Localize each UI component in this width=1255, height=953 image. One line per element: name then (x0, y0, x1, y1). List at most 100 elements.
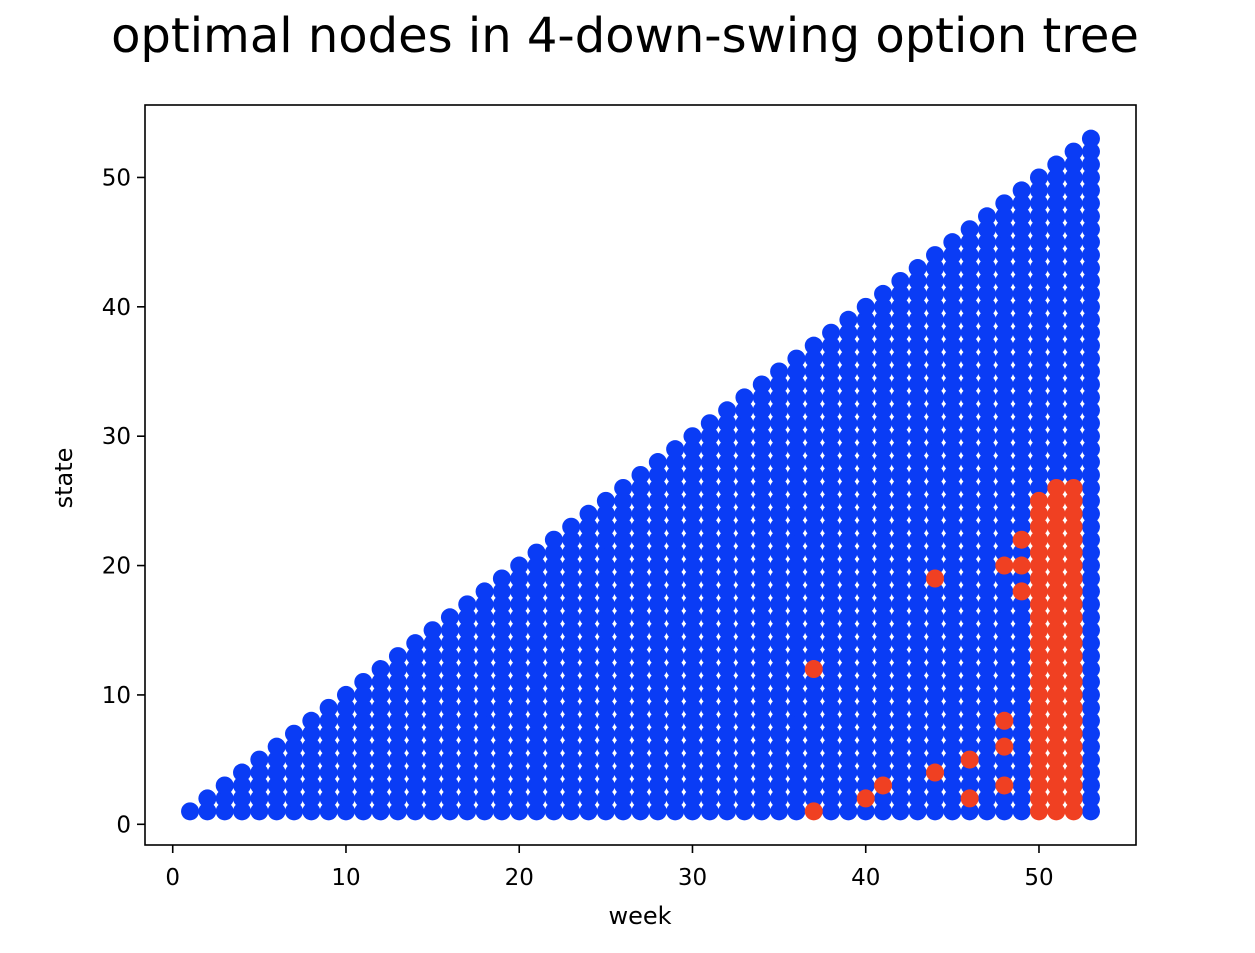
scatter-point (926, 362, 945, 381)
scatter-point (562, 672, 581, 691)
scatter-point (544, 763, 563, 782)
scatter-point (787, 737, 806, 756)
optimal-point (804, 660, 823, 679)
scatter-point (718, 401, 737, 420)
scatter-point (926, 284, 945, 303)
scatter-point (787, 789, 806, 808)
scatter-point (960, 349, 979, 368)
scatter-point (1064, 168, 1083, 187)
scatter-point (752, 517, 771, 536)
optimal-point (1029, 634, 1048, 653)
optimal-point (1029, 763, 1048, 782)
scatter-point (770, 414, 789, 433)
scatter-point (926, 401, 945, 420)
scatter-point (371, 724, 390, 743)
x-tick-label: 20 (505, 865, 534, 891)
scatter-point (1029, 297, 1048, 316)
scatter-point (908, 724, 927, 743)
scatter-point (492, 672, 511, 691)
scatter-point (319, 698, 338, 717)
scatter-point (1012, 504, 1031, 523)
scatter-point (891, 802, 910, 821)
scatter-point (492, 789, 511, 808)
scatter-point (1029, 375, 1048, 394)
optimal-point (1064, 517, 1083, 536)
scatter-point (579, 504, 598, 523)
scatter-point (995, 478, 1014, 497)
scatter-point (856, 711, 875, 730)
scatter-point (1012, 737, 1031, 756)
scatter-point (874, 297, 893, 316)
scatter-point (1029, 336, 1048, 355)
scatter-point (423, 802, 442, 821)
optimal-point (1047, 737, 1066, 756)
scatter-point (926, 375, 945, 394)
scatter-point (631, 763, 650, 782)
scatter-point (995, 595, 1014, 614)
scatter-point (908, 750, 927, 769)
scatter-point (839, 375, 858, 394)
scatter-point (943, 414, 962, 433)
scatter-point (562, 698, 581, 717)
scatter-point (735, 724, 754, 743)
scatter-point (995, 763, 1014, 782)
scatter-point (475, 608, 494, 627)
scatter-point (839, 569, 858, 588)
scatter-point (1081, 556, 1100, 575)
scatter-point (700, 750, 719, 769)
scatter-point (700, 440, 719, 459)
optimal-point (1064, 776, 1083, 795)
scatter-point (804, 608, 823, 627)
scatter-point (908, 556, 927, 575)
scatter-point (770, 737, 789, 756)
scatter-point (926, 724, 945, 743)
scatter-point (440, 737, 459, 756)
scatter-point (388, 750, 407, 769)
scatter-point (1047, 336, 1066, 355)
scatter-point (926, 530, 945, 549)
scatter-point (285, 750, 303, 769)
scatter-point (978, 711, 996, 730)
scatter-point (458, 789, 477, 808)
optimal-point (1047, 802, 1066, 821)
scatter-point (1029, 168, 1048, 187)
scatter-point (960, 569, 979, 588)
optimal-point (1064, 491, 1083, 510)
scatter-point (579, 582, 598, 601)
scatter-point (978, 556, 996, 575)
optimal-point (1064, 569, 1083, 588)
scatter-point (475, 698, 494, 717)
scatter-point (1047, 427, 1066, 446)
scatter-point (1064, 427, 1083, 446)
scatter-point (804, 388, 823, 407)
scatter-point (908, 763, 927, 782)
scatter-point (856, 608, 875, 627)
scatter-point (544, 556, 563, 575)
y-tick-label: 0 (116, 812, 131, 838)
scatter-point (822, 672, 841, 691)
scatter-point (683, 608, 702, 627)
scatter-point (978, 207, 996, 226)
scatter-point (770, 517, 789, 536)
scatter-point (874, 672, 893, 691)
scatter-point (1081, 362, 1100, 381)
scatter-point (700, 672, 719, 691)
scatter-point (1012, 543, 1031, 562)
scatter-point (770, 634, 789, 653)
scatter-point (752, 621, 771, 640)
scatter-point (874, 427, 893, 446)
scatter-point (700, 621, 719, 640)
scatter-point (856, 504, 875, 523)
scatter-point (631, 724, 650, 743)
scatter-point (856, 530, 875, 549)
scatter-point (1047, 207, 1066, 226)
scatter-point (596, 517, 615, 536)
scatter-point (1012, 608, 1031, 627)
scatter-point (579, 543, 598, 562)
scatter-point (302, 737, 321, 756)
scatter-point (804, 569, 823, 588)
scatter-point (1047, 323, 1066, 342)
scatter-point (960, 271, 979, 290)
scatter-point (752, 504, 771, 523)
scatter-point (874, 724, 893, 743)
